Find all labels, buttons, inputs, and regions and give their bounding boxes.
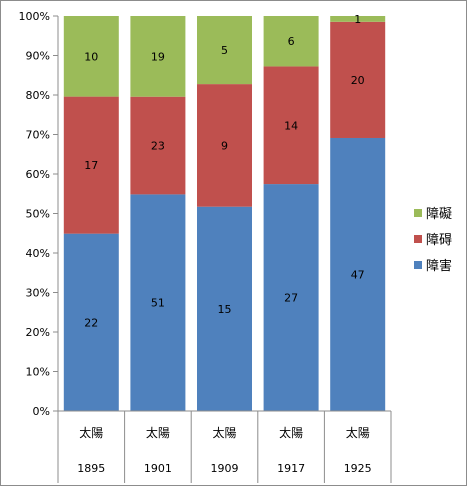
legend-swatch (414, 235, 422, 243)
x-tick-label: 太陽 (146, 425, 170, 440)
y-tick-label: 90% (26, 50, 50, 63)
legend-swatch (414, 209, 422, 217)
bar-segment (197, 206, 252, 411)
y-tick-label: 10% (26, 366, 50, 379)
data-label: 27 (284, 292, 298, 305)
data-label: 14 (284, 119, 298, 132)
x-tick-label: 太陽 (212, 425, 236, 440)
x-tick-label: 1909 (211, 462, 239, 475)
legend-label: 障碍 (426, 233, 452, 248)
data-label: 22 (84, 316, 98, 329)
bar-segment (197, 16, 252, 85)
bar-segment (330, 21, 386, 138)
bar-segment (330, 137, 386, 411)
data-label: 17 (84, 159, 98, 172)
data-label: 5 (221, 44, 228, 57)
y-tick-label: 100% (19, 10, 50, 23)
bar-segment (263, 66, 319, 185)
y-tick-label: 0% (33, 405, 50, 418)
data-label: 1 (354, 13, 361, 26)
bar-segment (130, 16, 186, 97)
data-label: 15 (218, 303, 232, 316)
y-tick-label: 60% (26, 168, 50, 181)
x-tick-label: 太陽 (346, 425, 370, 440)
x-tick-label: 1925 (344, 462, 372, 475)
data-label: 10 (84, 50, 98, 63)
y-tick-label: 40% (26, 247, 50, 260)
x-tick-label: 太陽 (79, 425, 103, 440)
bar-segment (63, 16, 119, 97)
data-label: 51 (151, 297, 165, 310)
bar-segment (197, 84, 252, 207)
bar-segment (130, 96, 186, 195)
data-label: 9 (221, 139, 228, 152)
x-tick-label: 1901 (144, 462, 172, 475)
data-label: 23 (151, 140, 165, 153)
legend-swatch (414, 261, 422, 269)
y-tick-label: 30% (26, 287, 50, 300)
bar-segment (130, 194, 186, 411)
data-label: 6 (288, 35, 295, 48)
x-tick-label: 1895 (77, 462, 105, 475)
bar-segment (330, 16, 386, 22)
bar-segment (263, 184, 319, 411)
bar-segment (63, 233, 119, 411)
legend-label: 障礙 (426, 207, 452, 222)
y-tick-label: 80% (26, 89, 50, 102)
x-tick-label: 1917 (277, 462, 305, 475)
bar-segment (63, 96, 119, 234)
y-tick-label: 20% (26, 326, 50, 339)
legend-label: 障害 (426, 258, 452, 274)
x-tick-label: 太陽 (279, 425, 303, 440)
data-label: 19 (151, 50, 165, 63)
bar-segment (263, 16, 319, 67)
data-label: 20 (351, 74, 365, 87)
y-tick-label: 70% (26, 129, 50, 142)
y-tick-label: 50% (26, 208, 50, 221)
data-label: 47 (351, 268, 365, 281)
